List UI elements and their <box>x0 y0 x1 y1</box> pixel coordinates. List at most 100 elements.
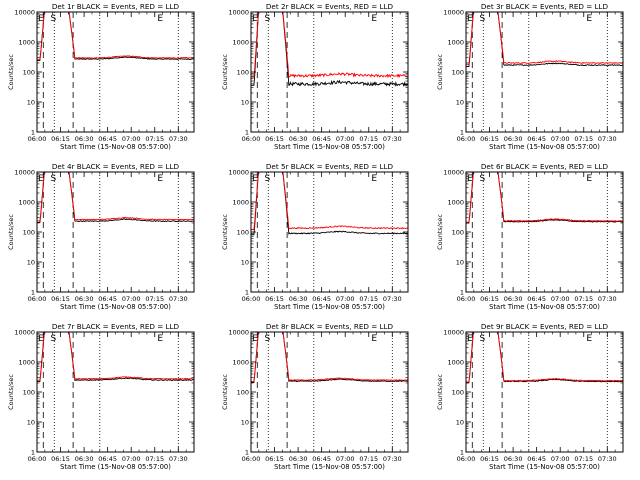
y-axis-label: Counts/sec <box>7 54 15 90</box>
y-tick-label: 1000 <box>447 359 464 367</box>
x-tick-label: 06:45 <box>312 295 331 303</box>
event-marker-label: E <box>157 334 163 344</box>
event-marker-label: E <box>371 174 377 184</box>
plot-area <box>466 332 623 452</box>
x-tick-label: 07:15 <box>359 135 378 143</box>
event-marker-label: E <box>157 14 163 24</box>
x-tick-label: 06:15 <box>480 295 499 303</box>
y-axis-label: Counts/sec <box>436 374 444 410</box>
x-tick-label: 07:30 <box>169 135 188 143</box>
chart-panel-1: Det 1r BLACK = Events, RED = LLD 1 10 100 10… <box>7 2 195 151</box>
x-tick-label: 06:30 <box>289 295 308 303</box>
plot-frame <box>465 171 624 293</box>
chart-title: Det 2r BLACK = Events, RED = LLD <box>266 2 394 11</box>
y-tick-label: 10000 <box>443 9 464 17</box>
series-line-lld <box>466 332 623 383</box>
y-tick-label: 1000 <box>232 199 249 207</box>
y-tick-label: 10 <box>241 99 249 107</box>
plot-frame <box>36 331 195 453</box>
x-tick-label: 07:15 <box>574 135 593 143</box>
series-line-events <box>466 12 623 67</box>
chart-title: Det 9r BLACK = Events, RED = LLD <box>481 322 609 331</box>
y-tick-label: 10 <box>27 99 35 107</box>
y-tick-label: 100 <box>237 69 249 77</box>
event-marker-label: E <box>38 334 44 344</box>
event-marker-label: E <box>586 174 592 184</box>
y-tick-label: 10 <box>241 419 249 427</box>
y-tick-label: 1000 <box>447 199 464 207</box>
x-tick-label: 07:00 <box>122 135 141 143</box>
y-axis-label: Counts/sec <box>221 374 229 410</box>
x-tick-label: 06:30 <box>289 455 308 463</box>
chart-title: Det 5r BLACK = Events, RED = LLD <box>266 162 394 171</box>
series-line-events <box>251 332 408 383</box>
y-tick-label: 1 <box>245 449 249 457</box>
series-line-events <box>37 172 194 223</box>
series-line-lld <box>466 172 623 223</box>
y-tick-label: 100 <box>452 229 464 237</box>
y-tick-label: 1 <box>460 129 464 137</box>
y-tick-label: 10 <box>456 99 464 107</box>
x-axis-label: Start Time (15-Nov-08 05:57:00) <box>60 303 171 311</box>
x-tick-label: 07:00 <box>122 455 141 463</box>
x-tick-label: 07:00 <box>551 295 570 303</box>
x-tick-label: 06:15 <box>265 135 284 143</box>
x-axis-label: Start Time (15-Nov-08 05:57:00) <box>60 143 171 151</box>
y-tick-label: 1000 <box>18 359 35 367</box>
x-tick-label: 07:00 <box>336 455 355 463</box>
x-tick-label: 06:00 <box>28 135 47 143</box>
y-tick-label: 100 <box>237 389 249 397</box>
x-tick-label: 06:30 <box>75 135 94 143</box>
x-tick-label: 06:00 <box>457 135 476 143</box>
y-tick-label: 10 <box>27 419 35 427</box>
plot-area <box>37 172 194 292</box>
event-marker-label: S <box>265 174 271 184</box>
x-tick-label: 07:30 <box>169 295 188 303</box>
plot-frame <box>250 331 409 453</box>
plot-area <box>251 332 408 452</box>
x-axis-label: Start Time (15-Nov-08 05:57:00) <box>489 143 600 151</box>
x-tick-label: 06:00 <box>28 295 47 303</box>
y-tick-label: 10000 <box>228 169 249 177</box>
event-marker-label: E <box>467 174 473 184</box>
x-tick-label: 06:15 <box>265 455 284 463</box>
x-tick-label: 07:00 <box>122 295 141 303</box>
y-tick-label: 10000 <box>14 9 35 17</box>
x-tick-label: 06:15 <box>480 135 499 143</box>
x-tick-label: 06:00 <box>28 455 47 463</box>
y-tick-label: 1 <box>31 289 35 297</box>
y-tick-label: 10 <box>456 259 464 267</box>
x-tick-label: 06:00 <box>457 295 476 303</box>
chart-title: Det 6r BLACK = Events, RED = LLD <box>481 162 609 171</box>
plot-area <box>251 12 408 132</box>
x-axis-label: Start Time (15-Nov-08 05:57:00) <box>60 463 171 471</box>
x-tick-label: 06:00 <box>242 455 261 463</box>
plot-frame <box>465 331 624 453</box>
x-axis-label: Start Time (15-Nov-08 05:57:00) <box>489 463 600 471</box>
y-tick-label: 10 <box>241 259 249 267</box>
event-marker-label: E <box>467 334 473 344</box>
event-marker-label: S <box>480 14 486 24</box>
event-marker-label: S <box>51 174 57 184</box>
plot-area <box>251 172 408 292</box>
y-axis-label: Counts/sec <box>436 54 444 90</box>
plot-frame <box>36 11 195 133</box>
x-tick-label: 06:30 <box>504 455 523 463</box>
plot-frame <box>465 11 624 133</box>
x-tick-label: 06:45 <box>527 295 546 303</box>
y-tick-label: 10000 <box>14 329 35 337</box>
event-marker-label: E <box>586 334 592 344</box>
event-marker-label: E <box>371 334 377 344</box>
x-tick-label: 07:30 <box>598 135 617 143</box>
y-axis-label: Counts/sec <box>436 214 444 250</box>
chart-title: Det 4r BLACK = Events, RED = LLD <box>52 162 180 171</box>
x-tick-label: 06:00 <box>242 135 261 143</box>
chart-panel-7: Det 7r BLACK = Events, RED = LLD 1 10 100 10… <box>7 322 195 471</box>
series-line-lld <box>251 172 408 230</box>
event-marker-label: E <box>252 174 258 184</box>
plot-area <box>466 172 623 292</box>
x-tick-label: 07:15 <box>574 455 593 463</box>
y-axis-label: Counts/sec <box>7 214 15 250</box>
x-tick-label: 06:30 <box>289 135 308 143</box>
x-tick-label: 06:30 <box>504 135 523 143</box>
